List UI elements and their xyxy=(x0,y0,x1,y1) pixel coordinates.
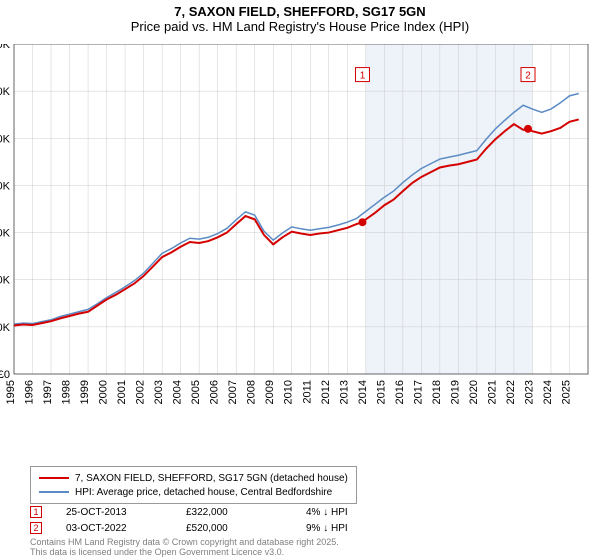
svg-text:£0: £0 xyxy=(0,369,10,381)
svg-text:2024: 2024 xyxy=(542,380,554,404)
svg-text:2002: 2002 xyxy=(135,380,147,404)
legend-label: HPI: Average price, detached house, Cent… xyxy=(75,487,332,498)
sales-table: 1 25-OCT-2013 £322,000 4% ↓ HPI 2 03-OCT… xyxy=(30,504,348,536)
sale-delta: 9% ↓ HPI xyxy=(306,523,348,534)
svg-text:2001: 2001 xyxy=(116,380,128,404)
svg-text:£600K: £600K xyxy=(0,86,11,98)
svg-text:2004: 2004 xyxy=(172,380,184,404)
svg-text:2007: 2007 xyxy=(227,380,239,404)
svg-text:2008: 2008 xyxy=(246,380,258,404)
table-row: 2 03-OCT-2022 £520,000 9% ↓ HPI xyxy=(30,520,348,536)
svg-text:2010: 2010 xyxy=(283,380,295,404)
svg-text:2005: 2005 xyxy=(190,380,202,404)
svg-text:1995: 1995 xyxy=(5,380,17,404)
sale-price: £322,000 xyxy=(186,507,306,518)
legend-label: 7, SAXON FIELD, SHEFFORD, SG17 5GN (deta… xyxy=(75,473,348,484)
svg-text:2016: 2016 xyxy=(394,380,406,404)
chart-subtitle: Price paid vs. HM Land Registry's House … xyxy=(0,19,600,34)
chart-container: 7, SAXON FIELD, SHEFFORD, SG17 5GN Price… xyxy=(0,0,600,560)
chart-area: 1 2 £0 £100K £200K £300K £400K £500K £600K £700K 1… xyxy=(0,44,600,422)
svg-text:1999: 1999 xyxy=(79,380,91,404)
svg-text:2009: 2009 xyxy=(264,380,276,404)
svg-text:2012: 2012 xyxy=(320,380,332,404)
legend: 7, SAXON FIELD, SHEFFORD, SG17 5GN (deta… xyxy=(30,466,357,504)
svg-text:2017: 2017 xyxy=(412,380,424,404)
svg-text:2022: 2022 xyxy=(505,380,517,404)
svg-text:2013: 2013 xyxy=(338,380,350,404)
svg-text:2014: 2014 xyxy=(357,380,369,404)
legend-item: HPI: Average price, detached house, Cent… xyxy=(39,485,348,499)
svg-text:1997: 1997 xyxy=(42,380,54,404)
svg-text:2003: 2003 xyxy=(153,380,165,404)
svg-text:2023: 2023 xyxy=(523,380,535,404)
legend-swatch xyxy=(39,491,69,493)
svg-text:2020: 2020 xyxy=(468,380,480,404)
svg-text:2000: 2000 xyxy=(98,380,110,404)
svg-text:2019: 2019 xyxy=(449,380,461,404)
footer-line: This data is licensed under the Open Gov… xyxy=(30,548,339,558)
footer: Contains HM Land Registry data © Crown c… xyxy=(30,538,339,558)
legend-item: 7, SAXON FIELD, SHEFFORD, SG17 5GN (deta… xyxy=(39,471,348,485)
svg-text:2: 2 xyxy=(525,71,531,82)
svg-text:£100K: £100K xyxy=(0,322,11,334)
chart-svg: 1 2 £0 £100K £200K £300K £400K £500K £600K £700K 1… xyxy=(0,44,600,422)
svg-text:1996: 1996 xyxy=(24,380,36,404)
svg-text:£500K: £500K xyxy=(0,133,11,145)
title-block: 7, SAXON FIELD, SHEFFORD, SG17 5GN Price… xyxy=(0,0,600,34)
sale-date: 25-OCT-2013 xyxy=(66,507,186,518)
svg-text:£200K: £200K xyxy=(0,275,11,287)
sale-price: £520,000 xyxy=(186,523,306,534)
chart-title: 7, SAXON FIELD, SHEFFORD, SG17 5GN xyxy=(0,4,600,19)
svg-text:2015: 2015 xyxy=(375,380,387,404)
svg-text:1998: 1998 xyxy=(61,380,73,404)
svg-text:£400K: £400K xyxy=(0,180,11,192)
svg-text:2006: 2006 xyxy=(209,380,221,404)
svg-text:2011: 2011 xyxy=(301,380,313,404)
svg-text:£300K: £300K xyxy=(0,228,11,240)
legend-swatch xyxy=(39,477,69,479)
svg-text:2018: 2018 xyxy=(431,380,443,404)
svg-text:2021: 2021 xyxy=(486,380,498,404)
svg-text:£700K: £700K xyxy=(0,44,11,51)
marker-badge: 2 xyxy=(30,522,42,534)
sale-date: 03-OCT-2022 xyxy=(66,523,186,534)
marker-badge: 1 xyxy=(30,506,42,518)
svg-text:1: 1 xyxy=(360,71,366,82)
sale-delta: 4% ↓ HPI xyxy=(306,507,348,518)
table-row: 1 25-OCT-2013 £322,000 4% ↓ HPI xyxy=(30,504,348,520)
svg-text:2025: 2025 xyxy=(560,380,572,404)
